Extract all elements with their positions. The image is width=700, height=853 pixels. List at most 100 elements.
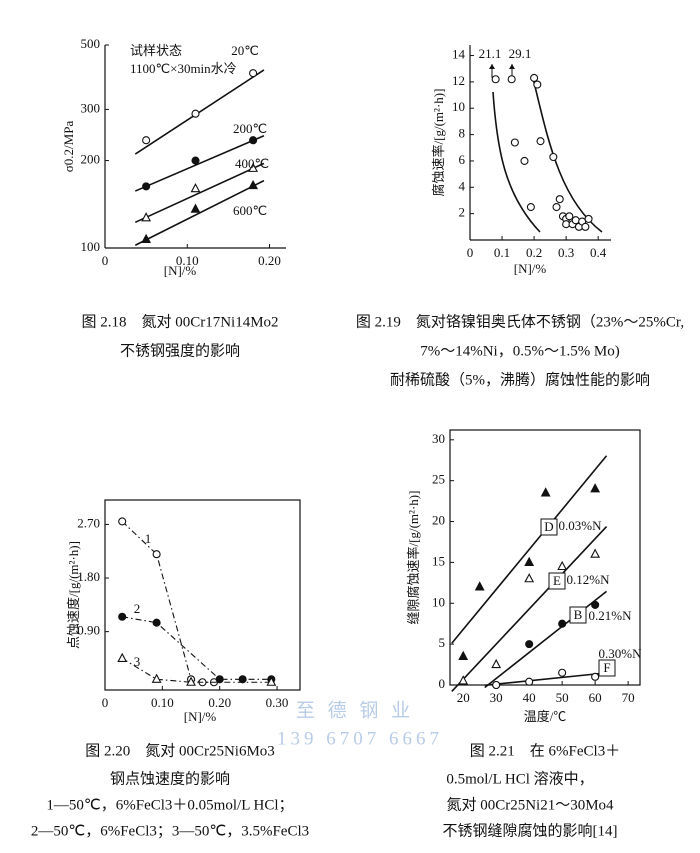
data-point (141, 212, 152, 222)
data-point (525, 677, 534, 686)
arrow-head (489, 64, 495, 69)
data-point (536, 137, 545, 146)
data-point (571, 216, 580, 225)
y-tick-label: 0 (439, 676, 446, 691)
caption: 耐稀硫酸（5%，沸腾）腐蚀性能的影响 (390, 370, 650, 388)
y-tick-label: 20 (432, 513, 445, 528)
data-point (591, 600, 600, 609)
y-axis-label: 缝隙腐蚀速率/[g/(m²·h)] (406, 491, 421, 625)
series-label: 3 (134, 654, 141, 669)
data-point (249, 136, 258, 145)
data-point (117, 652, 128, 662)
series-line (122, 616, 272, 680)
data-point (510, 138, 519, 147)
data-point (152, 618, 161, 627)
annotation: 1100℃×30min水冷 (130, 61, 237, 76)
series-label: 20℃ (231, 43, 259, 58)
data-point (190, 183, 201, 193)
y-tick-label: 0.90 (77, 623, 100, 638)
data-point (215, 675, 224, 684)
data-point (590, 548, 601, 558)
data-point (266, 676, 277, 686)
x-tick-label: 0 (102, 253, 109, 268)
data-point (142, 136, 151, 145)
data-point (118, 517, 127, 526)
data-point (590, 483, 601, 493)
y-tick-label: 4 (459, 178, 466, 193)
data-point (458, 675, 469, 685)
trend-line (134, 135, 265, 192)
y-tick-label: 200 (81, 152, 101, 167)
data-point (248, 162, 259, 172)
data-point (533, 80, 542, 89)
caption: 不锈钢缝隙腐蚀的影响[14] (443, 821, 618, 839)
trend-line (134, 162, 265, 224)
plot-frame (104, 499, 301, 691)
data-point (458, 650, 469, 660)
data-point (186, 676, 196, 686)
series-label: 0.12%N (567, 572, 611, 587)
series-label: 0.21%N (589, 608, 633, 623)
tag-box (548, 572, 566, 590)
trend-line (134, 179, 265, 246)
caption: 1—50℃，6%FeCl3＋0.05mol/L HCl； (46, 797, 293, 813)
data-point (558, 619, 567, 628)
data-point (142, 182, 151, 191)
x-tick-label: 40 (523, 690, 536, 705)
y-tick-label: 6 (459, 152, 466, 167)
plot-frame (449, 429, 641, 686)
series-line (121, 657, 272, 683)
data-point (530, 73, 539, 82)
y-tick-label: 2 (459, 205, 466, 220)
y-axis-label: 腐蚀速率/[g/(m²·h)] (431, 89, 446, 197)
series-label: 200℃ (233, 121, 267, 136)
caption: 图 2.21 在 6%FeCl3＋ (470, 742, 620, 759)
x-axis-label: [N]/% (514, 261, 547, 276)
series-label: 0.30%N (599, 646, 643, 661)
trend-line (484, 672, 607, 687)
series-label: 0.03%N (559, 518, 603, 533)
data-point (524, 573, 535, 583)
data-point (555, 195, 564, 204)
x-tick-label: 0 (467, 245, 474, 260)
data-point (552, 203, 561, 212)
caption: 7%～14%Ni，0.5%～1.5% Mo) (420, 343, 620, 359)
data-point (491, 658, 502, 669)
caption: 钢点蚀速度的影响 (110, 770, 230, 787)
watermark: 139 6707 6667 (277, 728, 443, 749)
x-tick-label: 0.30 (266, 695, 289, 710)
data-point (474, 581, 485, 591)
data-point (151, 673, 162, 683)
y-tick-label: 8 (459, 126, 466, 141)
data-point (581, 222, 590, 231)
x-tick-label: 0.10 (176, 253, 199, 268)
y-tick-label: 30 (432, 431, 445, 446)
data-point (190, 203, 201, 213)
y-tick-label: 12 (452, 73, 465, 88)
x-tick-label: 70 (622, 690, 635, 705)
data-point (492, 680, 501, 690)
x-tick-label: 50 (556, 690, 569, 705)
y-tick-label: 5 (439, 635, 446, 650)
data-point (540, 487, 551, 497)
x-tick-label: 0.10 (151, 695, 174, 710)
series-tag: D (544, 519, 553, 534)
data-point (507, 75, 516, 84)
series-tag: E (553, 573, 561, 588)
y-tick-label: 10 (432, 594, 445, 609)
caption: 不锈钢强度的影响 (120, 342, 240, 359)
x-axis-label: 温度/℃ (524, 709, 567, 724)
x-tick-label: 0.1 (494, 245, 510, 260)
tag-box (569, 606, 587, 624)
caption: 2—50℃，6%FeCl3；3—50℃，3.5%FeCl3 (31, 823, 309, 839)
y-axis-label: σ0.2/MPa (61, 121, 76, 173)
tag-box (598, 659, 616, 677)
annotation: 试样状态 (130, 43, 182, 58)
annotation: 29.1 (509, 46, 532, 61)
y-tick-label: 100 (81, 239, 101, 254)
data-point (549, 152, 558, 162)
x-tick-label: 0.4 (590, 245, 607, 260)
y-axis-label: 点蚀速度/[g/(m²·h)] (66, 541, 81, 649)
y-tick-label: 25 (432, 472, 445, 487)
